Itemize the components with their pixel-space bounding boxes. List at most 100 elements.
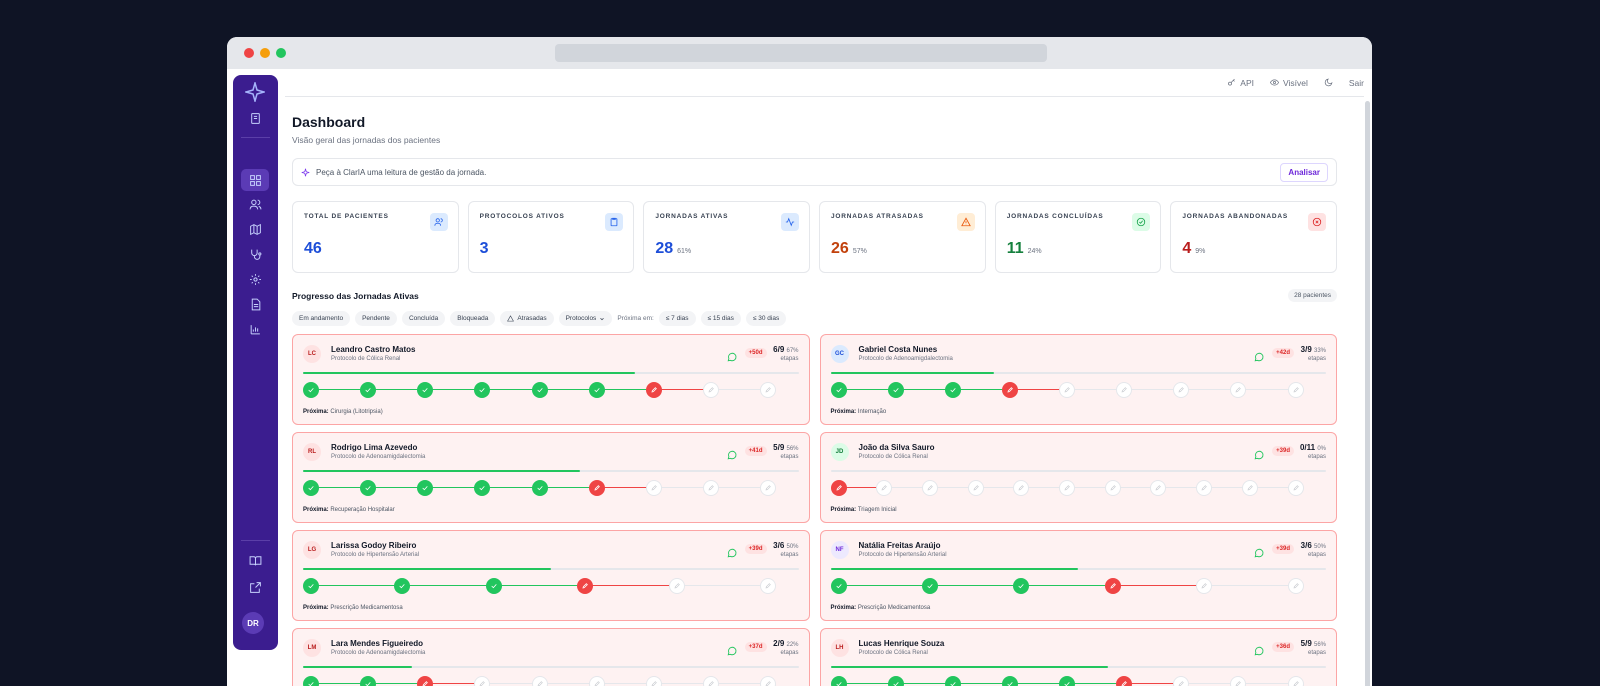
step-current-icon[interactable] <box>588 480 605 496</box>
range-chip[interactable]: ≤ 7 dias <box>658 311 696 326</box>
whatsapp-icon[interactable] <box>1254 349 1264 362</box>
step-pending-icon[interactable] <box>967 480 984 496</box>
step-done-icon[interactable] <box>830 676 847 686</box>
sidebar-item-documents[interactable] <box>245 294 265 314</box>
scrollbar[interactable] <box>1365 101 1370 686</box>
patient-journey-card[interactable]: LH Lucas Henrique Souza Protocolo de Cólic… <box>819 628 1337 686</box>
sidebar-item-dashboard[interactable] <box>241 169 269 191</box>
step-pending-icon[interactable] <box>1230 676 1247 686</box>
stat-card[interactable]: TOTAL DE PACIENTES 46 <box>292 201 459 273</box>
filter-chip[interactable]: Bloqueada <box>450 311 496 326</box>
filter-chip[interactable]: Concluída <box>401 311 446 326</box>
step-done-icon[interactable] <box>303 382 319 398</box>
sidebar-item-docs[interactable] <box>245 550 265 570</box>
step-pending-icon[interactable] <box>474 676 491 686</box>
step-done-icon[interactable] <box>531 382 548 398</box>
step-pending-icon[interactable] <box>1230 382 1247 398</box>
step-done-icon[interactable] <box>921 578 938 594</box>
api-link[interactable]: API <box>1227 78 1254 88</box>
step-current-icon[interactable] <box>577 578 594 594</box>
step-pending-icon[interactable] <box>1013 480 1030 496</box>
step-done-icon[interactable] <box>474 382 491 398</box>
step-pending-icon[interactable] <box>668 578 685 594</box>
step-pending-icon[interactable] <box>1059 480 1075 496</box>
step-pending-icon[interactable] <box>760 382 776 398</box>
patient-journey-card[interactable]: LG Larissa Godoy Ribeiro Protocolo de Hipe… <box>292 530 810 621</box>
step-pending-icon[interactable] <box>1196 480 1213 496</box>
sidebar-item-book[interactable] <box>245 108 265 128</box>
step-done-icon[interactable] <box>303 676 319 686</box>
address-bar[interactable] <box>555 44 1047 62</box>
stat-card[interactable]: JORNADAS CONCLUÍDAS 11 24% <box>994 201 1162 273</box>
whatsapp-icon[interactable] <box>1254 545 1264 558</box>
step-done-icon[interactable] <box>944 676 961 686</box>
step-done-icon[interactable] <box>417 382 434 398</box>
range-chip[interactable]: ≤ 30 dias <box>745 311 787 326</box>
step-done-icon[interactable] <box>830 578 847 594</box>
step-done-icon[interactable] <box>360 676 377 686</box>
step-done-icon[interactable] <box>944 382 961 398</box>
step-pending-icon[interactable] <box>702 382 719 398</box>
sidebar-item-patients[interactable] <box>245 194 265 214</box>
analyze-button[interactable]: Analisar <box>1280 162 1328 182</box>
step-pending-icon[interactable] <box>1287 578 1304 594</box>
step-pending-icon[interactable] <box>1116 382 1133 398</box>
patient-journey-card[interactable]: JD João da Silva Sauro Protocolo de Cólica… <box>819 432 1337 523</box>
stat-card[interactable]: JORNADAS ATIVAS 28 61% <box>643 201 811 273</box>
step-pending-icon[interactable] <box>921 480 938 496</box>
step-done-icon[interactable] <box>1059 676 1075 686</box>
sidebar-item-journeys[interactable] <box>245 219 265 239</box>
step-done-icon[interactable] <box>394 578 411 594</box>
step-done-icon[interactable] <box>360 480 377 496</box>
step-current-icon[interactable] <box>417 676 434 686</box>
sidebar-item-protocols[interactable] <box>245 244 265 264</box>
step-pending-icon[interactable] <box>531 676 548 686</box>
step-done-icon[interactable] <box>485 578 502 594</box>
step-pending-icon[interactable] <box>1150 480 1167 496</box>
step-pending-icon[interactable] <box>1287 382 1304 398</box>
step-pending-icon[interactable] <box>702 676 719 686</box>
step-pending-icon[interactable] <box>1287 480 1304 496</box>
user-avatar[interactable]: DR <box>242 612 264 634</box>
step-pending-icon[interactable] <box>1196 578 1213 594</box>
minimize-window-button[interactable] <box>260 48 270 58</box>
step-done-icon[interactable] <box>588 382 605 398</box>
step-current-icon[interactable] <box>830 480 847 496</box>
whatsapp-icon[interactable] <box>1254 643 1264 656</box>
step-pending-icon[interactable] <box>1059 382 1075 398</box>
step-pending-icon[interactable] <box>1241 480 1258 496</box>
step-done-icon[interactable] <box>360 382 377 398</box>
range-chip[interactable]: ≤ 15 dias <box>700 311 741 326</box>
sidebar-item-settings[interactable] <box>245 269 265 289</box>
step-done-icon[interactable] <box>1013 578 1030 594</box>
step-pending-icon[interactable] <box>1173 382 1190 398</box>
step-pending-icon[interactable] <box>876 480 893 496</box>
patient-journey-card[interactable]: RL Rodrigo Lima Azevedo Protocolo de Adeno… <box>292 432 810 523</box>
visibility-toggle[interactable]: Visível <box>1269 78 1308 88</box>
step-current-icon[interactable] <box>645 382 662 398</box>
stat-card[interactable]: PROTOCOLOS ATIVOS 3 <box>467 201 635 273</box>
maximize-window-button[interactable] <box>276 48 286 58</box>
filter-chip[interactable]: Protocolos <box>558 311 613 326</box>
step-current-icon[interactable] <box>1001 382 1018 398</box>
step-done-icon[interactable] <box>887 676 904 686</box>
step-done-icon[interactable] <box>303 578 319 594</box>
step-done-icon[interactable] <box>531 480 548 496</box>
sidebar-item-reports[interactable] <box>245 319 265 339</box>
step-pending-icon[interactable] <box>1173 676 1190 686</box>
step-pending-icon[interactable] <box>760 578 776 594</box>
step-pending-icon[interactable] <box>760 480 776 496</box>
step-current-icon[interactable] <box>1116 676 1133 686</box>
logout-button[interactable]: Sair <box>1348 77 1364 88</box>
step-pending-icon[interactable] <box>1287 676 1304 686</box>
whatsapp-icon[interactable] <box>727 349 737 362</box>
whatsapp-icon[interactable] <box>727 643 737 656</box>
step-pending-icon[interactable] <box>588 676 605 686</box>
step-done-icon[interactable] <box>417 480 434 496</box>
patient-journey-card[interactable]: NF Natália Freitas Araújo Protocolo de Hip… <box>819 530 1337 621</box>
whatsapp-icon[interactable] <box>727 545 737 558</box>
whatsapp-icon[interactable] <box>727 447 737 460</box>
filter-chip[interactable]: Pendente <box>355 311 397 326</box>
step-pending-icon[interactable] <box>702 480 719 496</box>
step-pending-icon[interactable] <box>760 676 776 686</box>
